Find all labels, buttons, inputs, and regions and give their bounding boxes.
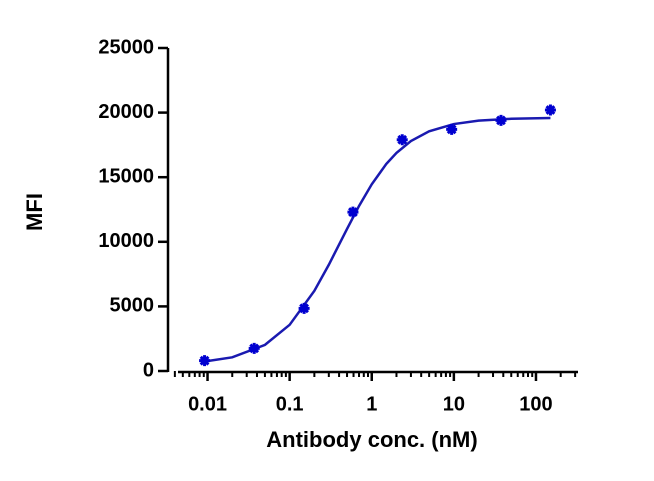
data-point	[446, 123, 458, 135]
y-tick-label: 10000	[98, 230, 154, 252]
y-tick-label: 0	[143, 359, 154, 381]
x-tick-label: 10	[443, 393, 465, 415]
x-axis-title: Antibody conc. (nM)	[266, 427, 477, 452]
data-point	[544, 104, 556, 116]
x-tick-label: 1	[366, 393, 377, 415]
data-point	[298, 302, 310, 314]
data-point	[396, 134, 408, 146]
data-point	[347, 206, 359, 218]
x-tick-label: 0.01	[188, 393, 227, 415]
data-point	[248, 342, 260, 354]
y-tick-label: 25000	[98, 36, 154, 58]
x-tick-label: 100	[519, 393, 552, 415]
fit-curve	[203, 116, 551, 363]
y-tick-label: 5000	[110, 295, 155, 317]
x-tick-label: 0.1	[276, 393, 304, 415]
y-tick-label: 20000	[98, 101, 154, 123]
data-point	[495, 114, 507, 126]
data-point	[199, 355, 211, 367]
y-tick-label: 15000	[98, 165, 154, 187]
y-axis-title: MFI	[22, 193, 47, 231]
